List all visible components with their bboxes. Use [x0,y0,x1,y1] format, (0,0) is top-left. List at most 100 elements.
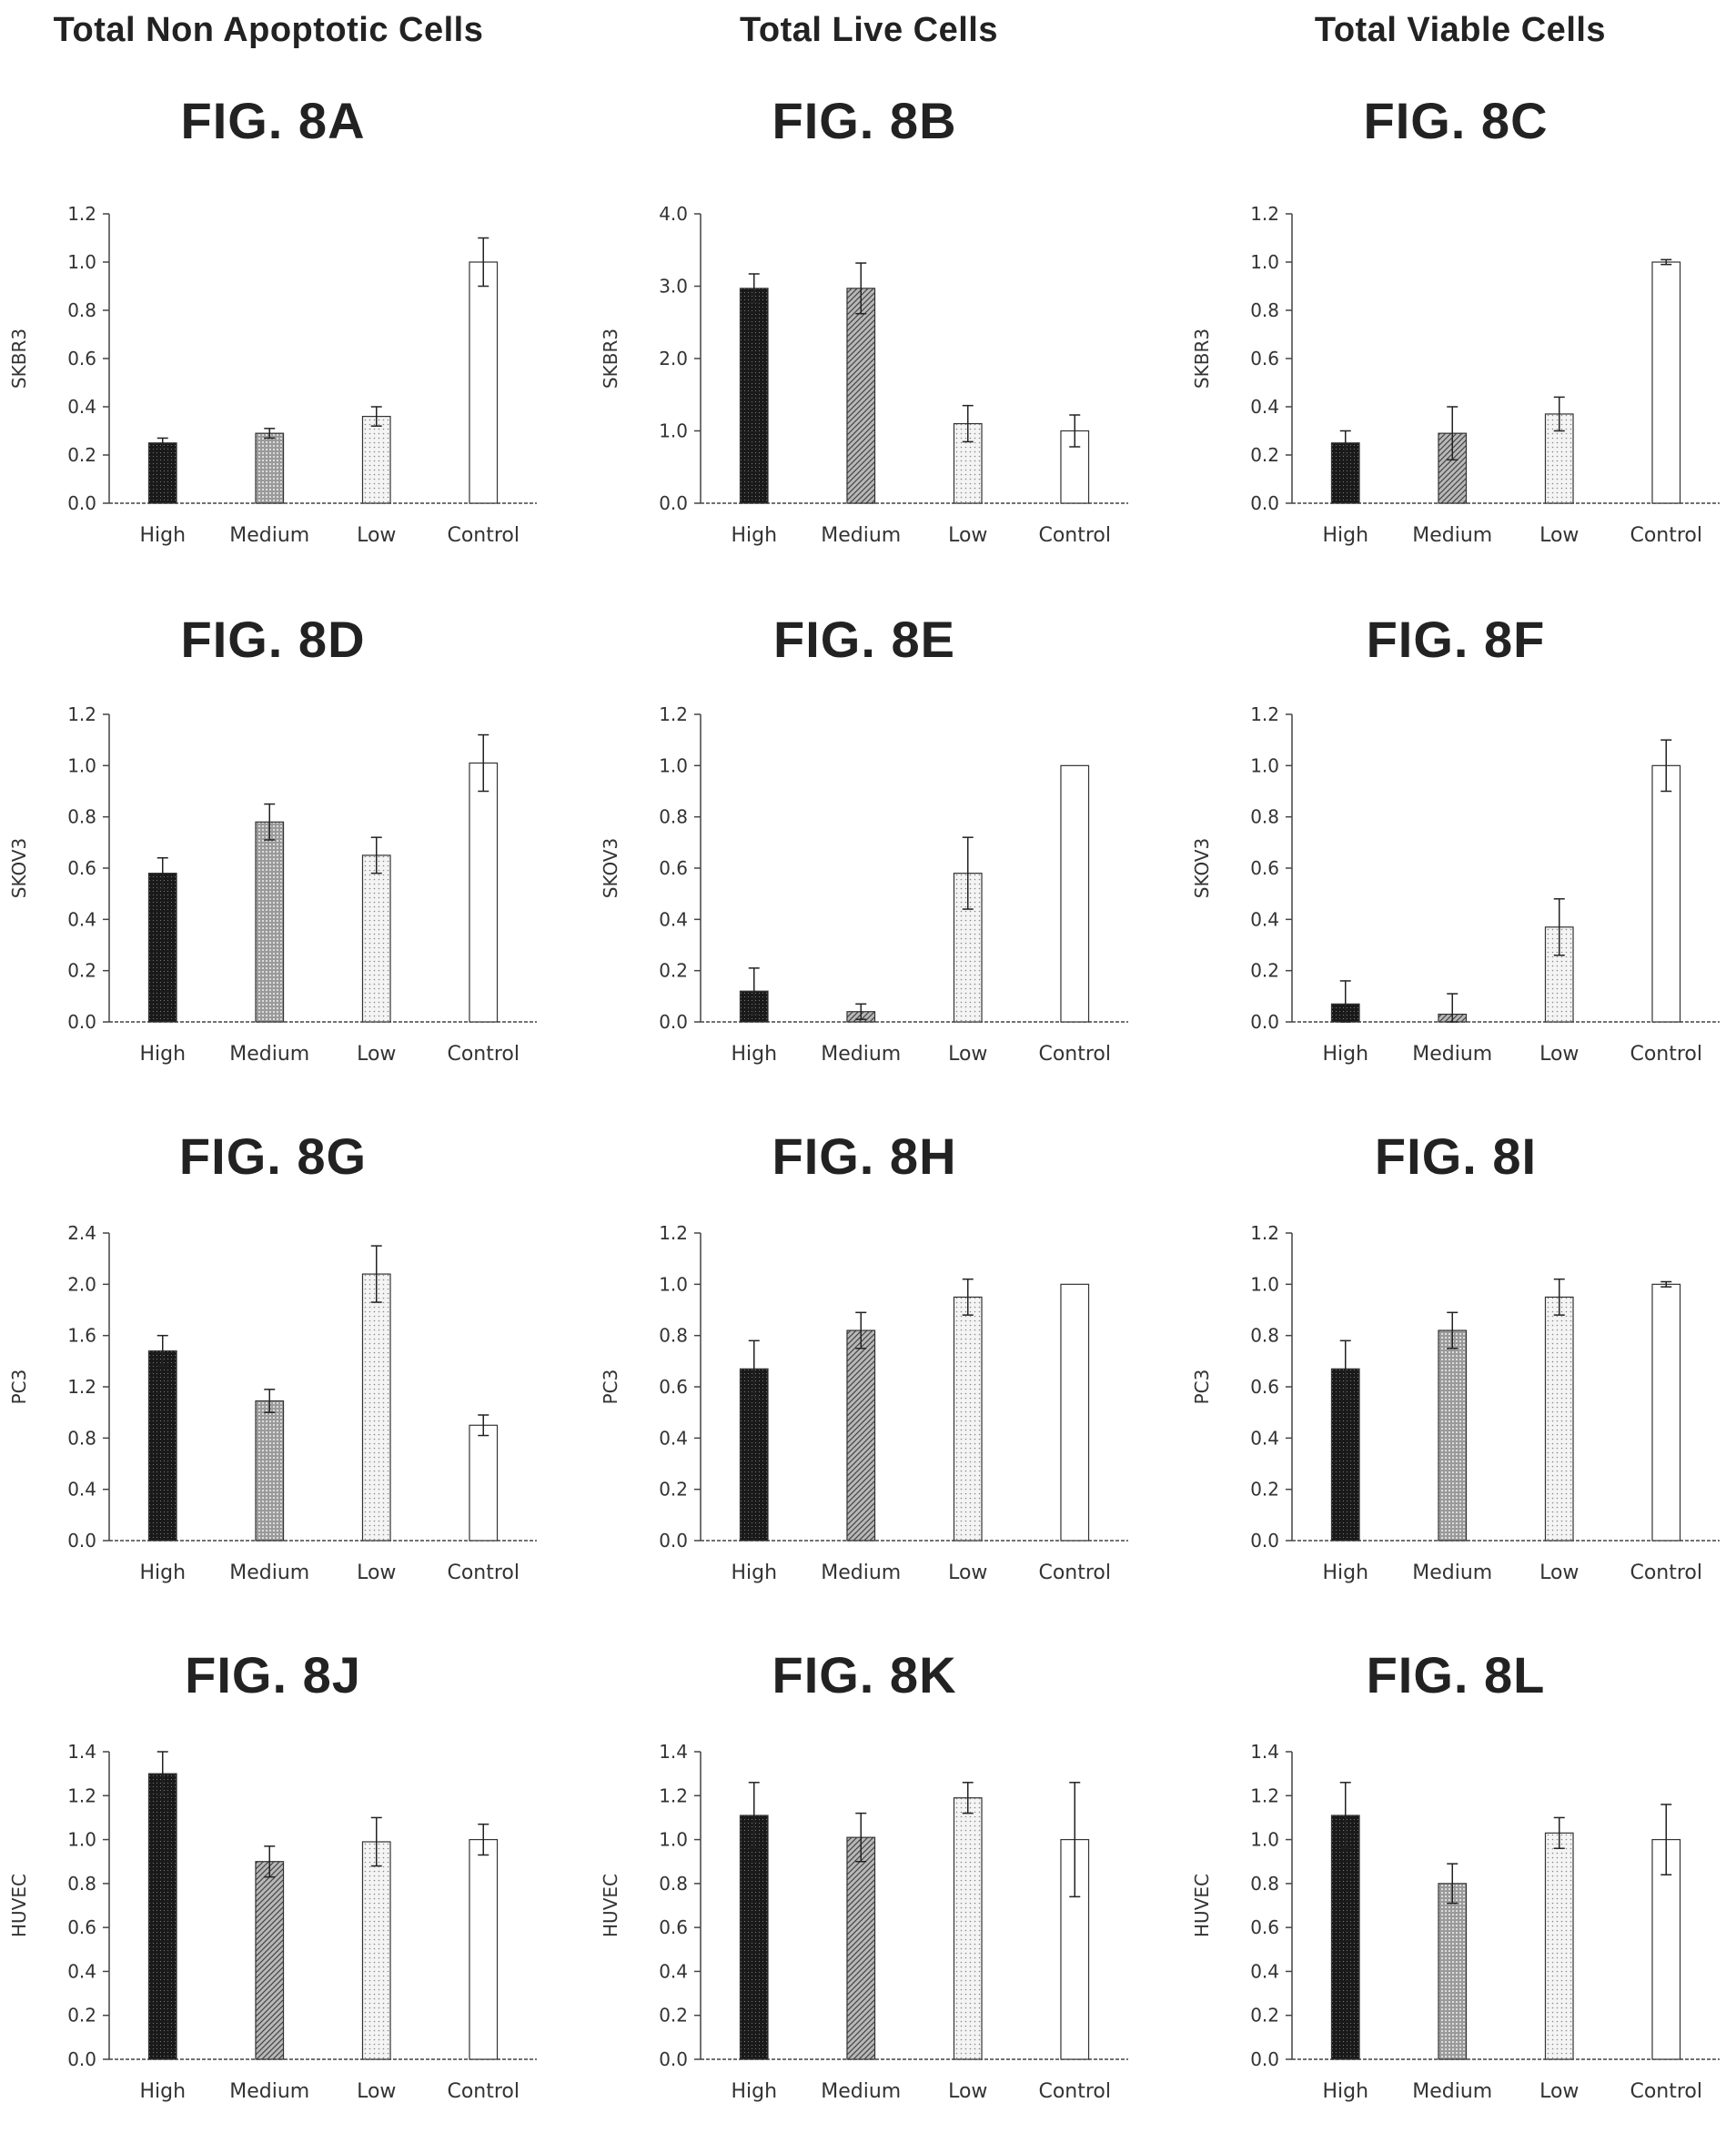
bar-low [953,1296,983,1542]
bar-chart-8d: SKOV3 0.0 0.2 0.4 0.6 0.8 1.0 1.2 High Medium Low C… [0,703,564,1087]
figure-title-8f: FIG. 8F [1366,611,1546,668]
y-tick-label: 0.0 [67,1530,96,1552]
error-bar [855,1812,867,1863]
y-tick-label: 0.4 [659,908,688,930]
error-bar [264,803,276,841]
x-category-label: Low [1539,2080,1579,2103]
x-category-label: Control [1038,2080,1111,2103]
figure-title-8a: FIG. 8A [180,92,366,149]
figure-title-8k: FIG. 8K [772,1646,957,1703]
error-bar [748,1782,760,1849]
error-bar [264,1845,276,1878]
error-bar [156,437,168,449]
y-tick-label: 0.2 [67,444,96,466]
y-tick-label: 0.2 [1250,960,1279,982]
bar-low [361,416,391,504]
x-category-label: Control [1038,1043,1111,1066]
error-bar [156,1334,168,1368]
x-category-label: High [1322,1562,1368,1584]
error-bar [962,836,974,910]
bar-control [469,762,499,1023]
bar-medium [1438,1883,1468,2060]
error-bar [370,1245,382,1303]
y-tick-label: 0.0 [67,2048,96,2070]
y-tick-label: 0.6 [67,1916,96,1938]
y-tick-label: 0.2 [1250,444,1279,466]
y-tick-label: 2.4 [67,1222,96,1244]
bar-control [1651,764,1681,1023]
bar-medium [255,432,285,504]
bar-high [147,1773,177,2060]
y-axis-label: PC3 [1191,1370,1213,1405]
bar-high [739,288,769,504]
y-tick-label: 0.4 [1250,908,1279,930]
figure-title-8d: FIG. 8D [180,611,366,668]
bar-control [469,261,499,504]
y-axis-label: HUVEC [600,1874,621,1937]
y-axis-label: PC3 [8,1370,30,1405]
error-bar [478,1823,490,1856]
x-category-label: Low [1539,1562,1579,1584]
y-tick-label: 1.0 [659,1273,688,1295]
x-category-label: High [1322,524,1368,547]
y-tick-label: 1.2 [1250,1222,1279,1244]
y-axis-label: PC3 [600,1370,621,1405]
y-tick-label: 0.0 [1250,2048,1279,2070]
error-bar [1447,993,1458,1023]
y-tick-label: 1.2 [659,1784,688,1806]
error-bar [1447,1311,1458,1350]
chart-svg: SKOV3 0.0 0.2 0.4 0.6 0.8 1.0 1.2 High Medium Low C… [600,703,1128,1066]
y-tick-label: 0.8 [1250,1325,1279,1347]
y-tick-label: 0.0 [659,2048,688,2070]
bar-low [361,854,391,1023]
y-tick-label: 0.6 [67,348,96,369]
y-tick-label: 1.6 [67,1325,96,1347]
bar-low [361,1841,391,2060]
y-tick-label: 1.2 [67,1376,96,1398]
y-axis-label: SKBR3 [600,329,621,389]
error-bar [478,237,490,288]
y-tick-label: 0.2 [659,2005,688,2027]
error-bar [1553,1278,1565,1316]
y-tick-label: 0.6 [1250,1916,1279,1938]
y-tick-label: 1.0 [1250,251,1279,273]
x-category-label: Medium [821,1562,901,1584]
y-tick-label: 0.8 [659,1325,688,1347]
x-category-label: High [139,2080,186,2103]
x-category-label: Medium [821,2080,901,2103]
y-axis-label: SKOV3 [8,838,30,899]
error-bar [1339,430,1351,456]
error-bar [1660,1280,1672,1288]
y-tick-label: 0.4 [1250,1427,1279,1449]
y-tick-label: 0.6 [67,857,96,879]
y-tick-label: 0.6 [1250,1376,1279,1398]
x-category-label: Control [447,2080,520,2103]
error-bar [1069,1782,1081,1898]
error-bar [370,836,382,874]
bar-control [1060,1283,1090,1542]
y-tick-label: 0.4 [1250,1960,1279,1982]
x-category-label: Low [948,1043,987,1066]
x-category-label: Control [1630,524,1702,547]
figure-title-8j: FIG. 8J [185,1646,361,1703]
y-tick-label: 0.2 [659,1479,688,1501]
chart-svg: PC3 0.0 0.4 0.8 1.2 1.6 2.0 2.4 High Medium Low Con… [8,1222,537,1584]
bar-control [469,1838,499,2060]
error-bar [1660,739,1672,793]
bar-medium [255,1861,285,2060]
error-bar [156,856,168,890]
x-category-label: High [139,1562,186,1584]
y-tick-label: 1.4 [67,1741,96,1763]
y-tick-label: 0.6 [659,1376,688,1398]
bar-chart-8i: PC3 0.0 0.2 0.4 0.6 0.8 1.0 1.2 High Medium Low Con… [1183,1222,1736,1606]
y-tick-label: 0.6 [659,857,688,879]
y-tick-label: 0.8 [1250,1873,1279,1895]
y-tick-label: 1.0 [1250,1273,1279,1295]
error-bar [1339,980,1351,1023]
x-category-label: Low [1539,1043,1579,1066]
y-axis-label: SKBR3 [8,329,30,389]
y-tick-label: 0.2 [659,960,688,982]
bar-low [953,1797,983,2060]
error-bar [370,406,382,427]
y-tick-label: 1.0 [67,754,96,776]
